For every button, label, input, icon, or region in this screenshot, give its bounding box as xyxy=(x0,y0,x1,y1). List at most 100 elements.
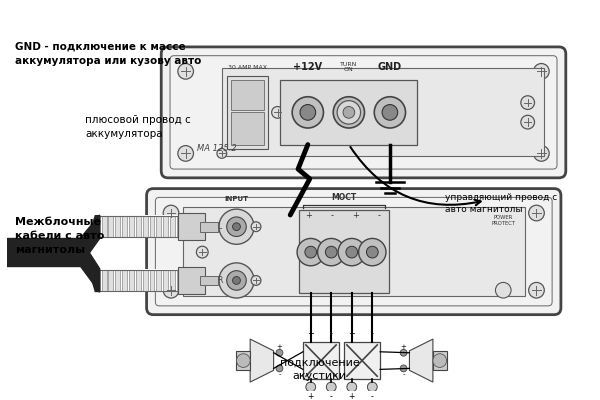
Bar xyxy=(95,216,183,238)
Circle shape xyxy=(529,282,544,298)
Circle shape xyxy=(227,271,246,290)
FancyBboxPatch shape xyxy=(155,197,552,306)
Bar xyxy=(129,216,134,238)
FancyBboxPatch shape xyxy=(170,56,557,169)
Bar xyxy=(143,216,148,238)
Circle shape xyxy=(367,382,377,392)
Circle shape xyxy=(343,106,355,118)
Circle shape xyxy=(178,146,193,161)
Bar xyxy=(143,270,148,291)
Bar xyxy=(101,216,107,238)
Circle shape xyxy=(382,104,398,120)
FancyBboxPatch shape xyxy=(146,188,561,315)
Circle shape xyxy=(219,209,254,244)
Bar xyxy=(200,276,218,285)
Text: +: + xyxy=(352,211,359,220)
Bar xyxy=(230,112,264,145)
PathPatch shape xyxy=(80,238,100,292)
Bar xyxy=(122,216,127,238)
Text: +: + xyxy=(277,344,283,350)
Text: -: - xyxy=(278,371,281,377)
Circle shape xyxy=(272,106,283,118)
Bar xyxy=(157,270,161,291)
Bar xyxy=(136,216,141,238)
Text: -: - xyxy=(371,329,374,338)
Text: -: - xyxy=(371,392,374,400)
Circle shape xyxy=(305,246,317,258)
Circle shape xyxy=(347,382,356,392)
Text: -: - xyxy=(331,211,334,220)
Circle shape xyxy=(333,97,364,128)
Text: -: - xyxy=(377,211,380,220)
Bar xyxy=(344,342,380,379)
Bar xyxy=(433,351,446,370)
Circle shape xyxy=(233,223,241,231)
Circle shape xyxy=(276,349,283,356)
Text: -: - xyxy=(330,329,333,338)
Bar xyxy=(222,68,544,156)
Circle shape xyxy=(227,217,246,236)
Circle shape xyxy=(346,246,358,258)
Bar xyxy=(230,80,264,110)
Text: -: - xyxy=(403,371,405,377)
Text: +: + xyxy=(401,344,407,350)
Polygon shape xyxy=(80,238,100,292)
Text: 30 AMP MAX: 30 AMP MAX xyxy=(228,65,267,70)
Text: -: - xyxy=(330,392,332,400)
PathPatch shape xyxy=(80,215,100,266)
Bar xyxy=(227,76,268,148)
Bar xyxy=(95,215,183,238)
Polygon shape xyxy=(80,215,100,266)
Bar xyxy=(157,216,161,238)
Circle shape xyxy=(374,97,406,128)
Text: +: + xyxy=(305,211,312,220)
Circle shape xyxy=(533,146,549,161)
Circle shape xyxy=(300,104,316,120)
Circle shape xyxy=(297,238,325,266)
Circle shape xyxy=(251,222,261,232)
Circle shape xyxy=(251,276,261,285)
Bar xyxy=(149,216,154,238)
Circle shape xyxy=(236,354,250,368)
Text: Межблочные
кабели с авто
магнитолы: Межблочные кабели с авто магнитолы xyxy=(14,218,104,256)
Bar xyxy=(280,80,417,145)
Bar xyxy=(200,222,218,232)
Circle shape xyxy=(317,238,345,266)
Circle shape xyxy=(341,104,356,120)
Bar xyxy=(183,207,525,296)
Circle shape xyxy=(306,382,316,392)
Circle shape xyxy=(219,263,254,298)
Bar xyxy=(109,270,113,291)
Circle shape xyxy=(521,96,535,110)
Circle shape xyxy=(367,246,378,258)
Circle shape xyxy=(163,205,179,221)
Bar xyxy=(95,270,183,291)
Text: L: L xyxy=(218,222,222,231)
Text: POWER
PROTECT: POWER PROTECT xyxy=(491,215,515,226)
Circle shape xyxy=(217,148,227,158)
Bar xyxy=(149,270,154,291)
Circle shape xyxy=(521,115,535,129)
Polygon shape xyxy=(409,339,433,382)
Bar xyxy=(136,270,141,291)
Circle shape xyxy=(400,349,407,356)
Polygon shape xyxy=(250,339,274,382)
Bar xyxy=(95,269,183,292)
FancyBboxPatch shape xyxy=(161,47,566,178)
Circle shape xyxy=(529,205,544,221)
Text: +: + xyxy=(349,329,355,338)
Bar xyxy=(122,270,127,291)
Bar xyxy=(178,267,205,294)
Circle shape xyxy=(359,238,386,266)
Circle shape xyxy=(233,276,241,284)
Bar xyxy=(109,216,113,238)
Text: МА 125.2: МА 125.2 xyxy=(197,144,237,154)
Text: подключение
акустики: подключение акустики xyxy=(280,358,359,381)
Circle shape xyxy=(178,64,193,79)
Bar xyxy=(163,270,168,291)
Circle shape xyxy=(337,101,361,124)
Text: МОСТ: МОСТ xyxy=(331,193,356,202)
Text: INPUT: INPUT xyxy=(224,196,248,202)
Bar xyxy=(170,216,175,238)
Circle shape xyxy=(433,354,446,368)
